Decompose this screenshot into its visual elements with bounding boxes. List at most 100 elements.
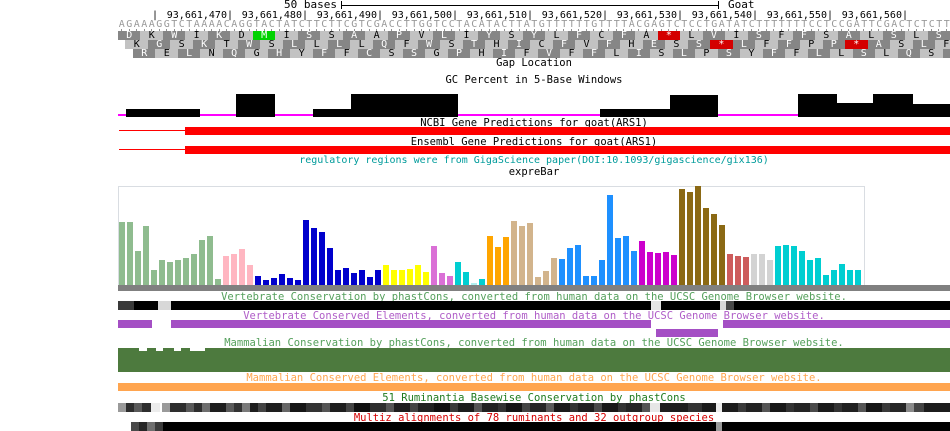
expre-bar (327, 248, 333, 285)
heat-segment (170, 403, 186, 412)
heat-segment (282, 403, 290, 412)
base-tick (593, 29, 595, 31)
dna-base: C (636, 19, 643, 30)
dna-base: T (681, 19, 688, 30)
expre-bar (591, 276, 597, 285)
dna-base: T (433, 19, 440, 30)
base-tick (683, 29, 685, 31)
dna-base: T (936, 19, 943, 30)
mammal-cons-track[interactable] (118, 348, 950, 372)
heat-segment (118, 403, 126, 412)
base-tick (308, 29, 310, 31)
expre-bar (511, 221, 517, 285)
heat-segment (162, 403, 170, 412)
expre-bar (311, 228, 317, 285)
gc-bar (873, 94, 913, 117)
codon-box: L (672, 49, 696, 58)
expre-bar (239, 249, 245, 285)
base-tick (428, 29, 430, 31)
expre-bar (847, 270, 853, 285)
dna-base: G (163, 19, 170, 30)
heat-segment (546, 403, 554, 412)
dna-base: G (351, 19, 358, 30)
heat-segment (418, 403, 434, 412)
codon-box: K (140, 31, 163, 40)
codon-box: F (582, 49, 606, 58)
dna-base: T (763, 19, 770, 30)
expre-bar (823, 275, 829, 285)
expre-bar (135, 251, 141, 285)
heat-segment (570, 403, 578, 412)
codon-box: F (792, 31, 816, 40)
base-tick (466, 29, 468, 31)
expre-bar (351, 273, 357, 285)
heat-segment (530, 403, 546, 412)
codon-box: A (837, 31, 861, 40)
heat-segment (158, 301, 171, 310)
codon-box: S (650, 49, 673, 58)
base-tick (713, 29, 715, 31)
codon-box: P (800, 40, 823, 49)
expre-bar (647, 252, 653, 285)
vertebrate-cons-label: Vertebrate Conservation by phastCons, co… (221, 291, 847, 303)
heat-segment (866, 403, 882, 412)
heat-segment (651, 301, 661, 310)
codon-box: H (267, 49, 291, 58)
heat-segment (163, 422, 716, 431)
heat-segment (716, 403, 722, 412)
gene-intron-line (119, 149, 185, 150)
dna-base: T (598, 19, 605, 30)
exprebar-baseline (118, 285, 950, 291)
codon-box: Q (222, 49, 246, 58)
mammal-cons-label: Mammalian Conservation by phastCons, con… (224, 337, 844, 349)
base-tick (218, 29, 220, 31)
expre-bar (455, 262, 461, 285)
codon-box: K (125, 40, 148, 49)
base-tick (151, 29, 153, 31)
codon-box: S (170, 40, 193, 49)
expre-bar (319, 232, 325, 285)
dna-base: T (741, 19, 748, 30)
expre-bar (263, 280, 269, 285)
base-tick (143, 29, 145, 31)
expre-bar (559, 259, 565, 285)
codon-box: I (275, 31, 298, 40)
expre-bar (447, 276, 453, 285)
conservation-dip (139, 348, 147, 351)
dna-base: C (816, 19, 823, 30)
codon-box: T (462, 40, 486, 49)
base-tick (758, 29, 760, 31)
dna-base: T (576, 19, 583, 30)
base-tick (196, 29, 198, 31)
heat-segment (882, 403, 890, 412)
base-tick (481, 29, 483, 31)
expre-bar (655, 253, 661, 285)
dna-base: C (343, 19, 350, 30)
codon-box: H (485, 40, 508, 49)
heat-segment (202, 403, 210, 412)
heat-segment (134, 403, 142, 412)
codon-box: C (530, 40, 553, 49)
dna-base: C (688, 19, 695, 30)
conservation-dip (174, 348, 181, 351)
base-tick (233, 29, 235, 31)
expre-bar (839, 264, 845, 285)
base-tick (188, 29, 190, 31)
dna-base: A (733, 19, 740, 30)
heat-segment (139, 422, 147, 431)
expre-bar (255, 276, 261, 285)
codon-box: S (260, 40, 283, 49)
codon-box: S (815, 31, 838, 40)
mammal-elems-track[interactable] (118, 383, 950, 391)
base-tick (271, 29, 273, 31)
heat-segment (720, 301, 726, 310)
codon-box: L (912, 40, 935, 49)
heat-segment (330, 403, 346, 412)
scale-bar-right-tick (718, 1, 719, 9)
codon-box: S (500, 31, 523, 40)
heat-segment (642, 403, 650, 412)
expre-bar (671, 255, 677, 285)
dna-base: T (861, 19, 868, 30)
heat-segment (650, 403, 660, 412)
